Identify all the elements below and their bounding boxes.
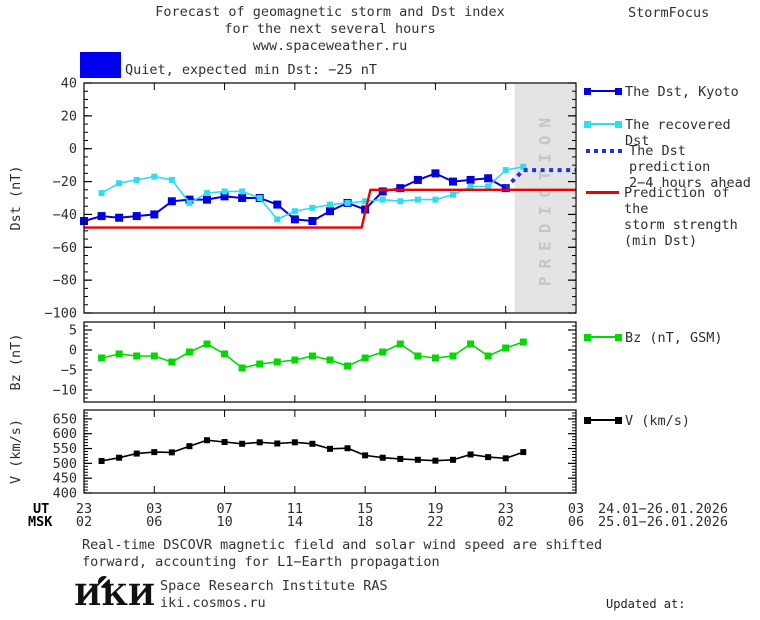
legend-item-bz: Bz (nT, GSM) [584,330,723,346]
svg-text:03: 03 [146,501,162,517]
legend-item-recovered-dst: The recovered Dst [584,117,760,149]
svg-text:14: 14 [287,514,303,530]
svg-text:25.01−26.01.2026: 25.01−26.01.2026 [598,514,728,530]
svg-text:650: 650 [53,411,77,427]
svg-text:UT: UT [33,501,49,517]
svg-text:400: 400 [53,486,77,502]
website-link[interactable]: www.spaceweather.ru [252,38,408,54]
svg-text:40: 40 [61,76,77,92]
svg-text:−100: −100 [44,306,77,322]
storm-strength-line-swatch [586,191,619,194]
v-line-swatch [584,416,622,424]
svg-text:24.01−26.01.2026: 24.01−26.01.2026 [598,501,728,517]
footnote: Real-time DSCOVR magnetic field and sola… [82,537,603,570]
svg-text:Dst (nT): Dst (nT) [8,165,24,230]
bz-line-swatch [584,333,622,341]
svg-text:07: 07 [216,501,232,517]
title-line-2: for the next several hours [224,21,436,37]
legend-label: The Dst prediction 2−4 hours ahead [629,143,751,191]
svg-text:20: 20 [61,108,77,124]
updated-at-block: Updated at: UT 23:05, 25.01.2026 MSK 02:… [606,566,758,620]
legend-label: The Dst, Kyoto [625,84,739,100]
svg-text:02: 02 [76,514,92,530]
svg-text:−10: −10 [53,383,77,399]
legend-label: Prediction of the storm strength (min Ds… [624,185,738,249]
svg-text:V (km/s): V (km/s) [8,419,24,484]
logo-circle-icon [98,576,110,588]
svg-text:23: 23 [76,501,92,517]
svg-text:18: 18 [357,514,373,530]
svg-text:0: 0 [69,141,77,157]
svg-text:−20: −20 [53,174,77,190]
page-title: Forecast of geomagnetic storm and Dst in… [0,4,660,55]
svg-text:03: 03 [568,501,584,517]
svg-text:23: 23 [498,501,514,517]
svg-text:10: 10 [216,514,232,530]
svg-text:02: 02 [498,514,514,530]
legend-item-dst-kyoto: The Dst, Kyoto [584,84,739,100]
org-name: Space Research Institute RAS [160,578,388,594]
svg-text:Bz (nT): Bz (nT) [8,334,24,391]
svg-text:19: 19 [427,501,443,517]
organization-block: Space Research Institute RAS iki.cosmos.… [160,578,388,611]
svg-text:−5: −5 [61,363,77,379]
svg-text:MSK: MSK [28,514,53,530]
iki-logo: ИКИ [74,576,156,612]
svg-text:5: 5 [69,323,77,339]
org-site-link[interactable]: iki.cosmos.ru [160,594,266,611]
legend-item-dst-prediction: The Dst prediction 2−4 hours ahead [586,143,760,191]
legend-item-v: V (km/s) [584,413,691,429]
legend-label: V (km/s) [625,413,691,429]
storm-level-swatch [80,52,121,78]
brand-label: StormFocus [628,5,710,21]
svg-text:15: 15 [357,501,373,517]
legend-item-storm-strength: Prediction of the storm strength (min Ds… [586,185,760,249]
updated-title: Updated at: [606,597,686,611]
svg-text:500: 500 [53,456,77,472]
svg-text:11: 11 [287,501,303,517]
svg-text:−80: −80 [53,273,77,289]
storm-status-label: Quiet, expected min Dst: −25 nT [125,62,377,78]
svg-text:450: 450 [53,471,77,487]
svg-text:600: 600 [53,426,77,442]
svg-text:550: 550 [53,441,77,457]
svg-text:−40: −40 [53,207,77,223]
svg-text:22: 22 [427,514,443,530]
legend-label: Bz (nT, GSM) [625,330,723,346]
svg-text:−60: −60 [53,240,77,256]
dst-prediction-dotted-swatch [586,149,624,153]
svg-text:0: 0 [69,343,77,359]
svg-text:PREDICTION: PREDICTION [535,110,554,286]
svg-text:06: 06 [568,514,584,530]
title-line-1: Forecast of geomagnetic storm and Dst in… [155,4,505,20]
recovered-dst-line-swatch [584,120,622,128]
legend-label: The recovered Dst [625,117,731,149]
svg-text:06: 06 [146,514,162,530]
dst-kyoto-line-swatch [584,87,622,95]
